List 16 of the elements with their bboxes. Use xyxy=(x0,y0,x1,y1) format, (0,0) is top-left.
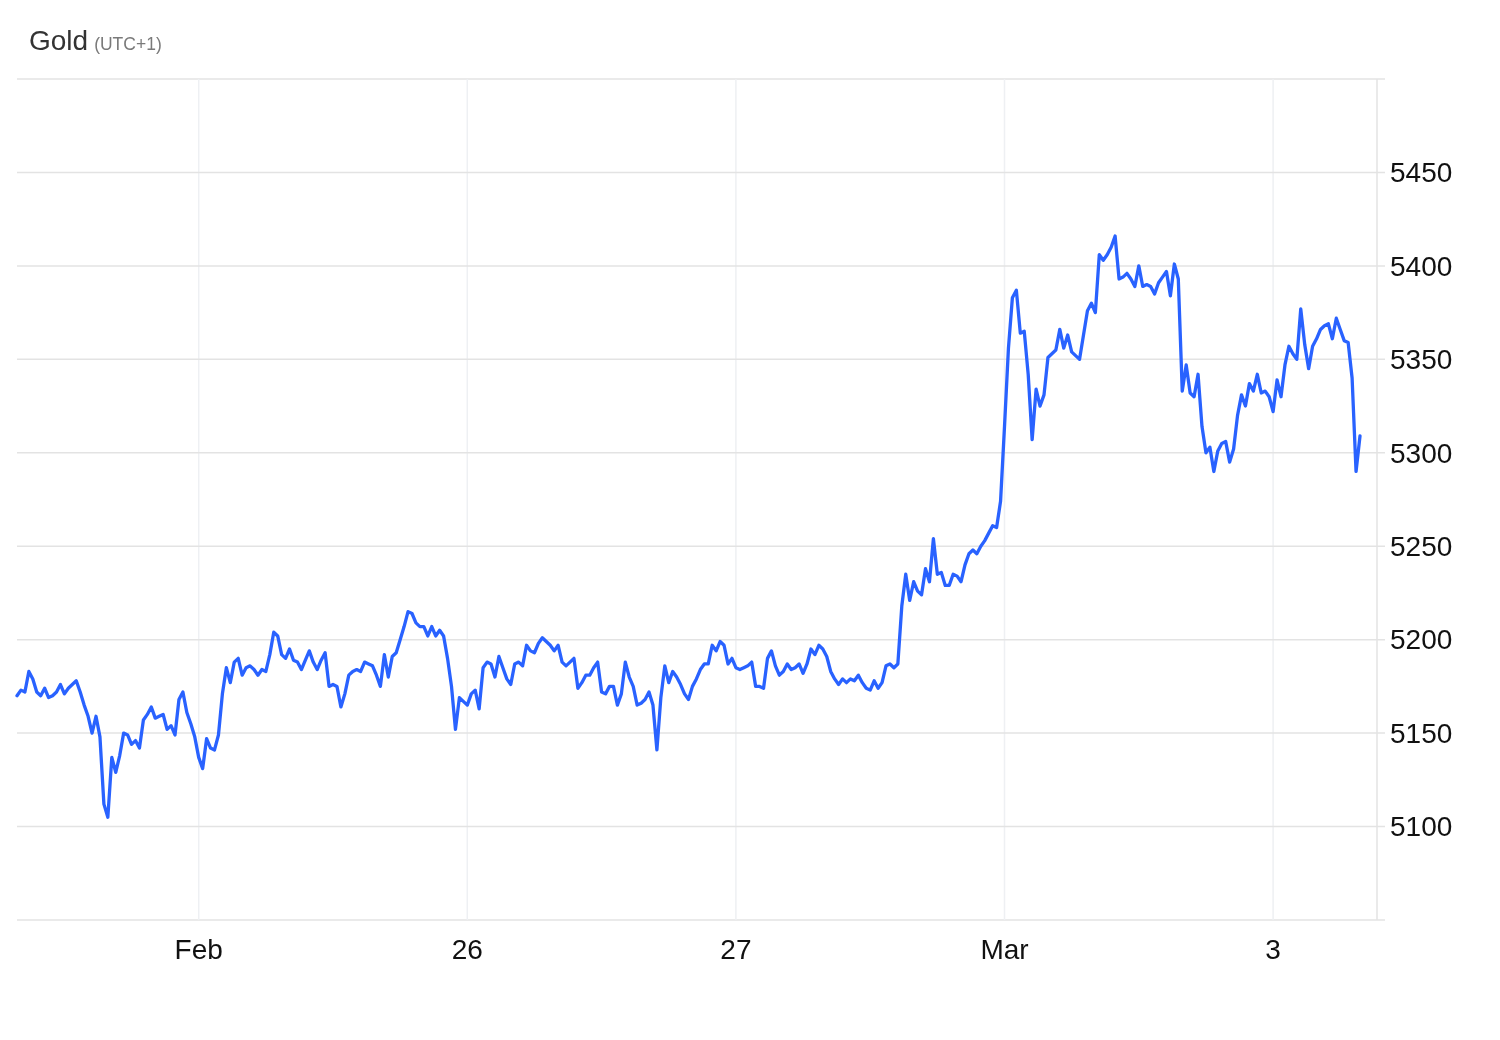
y-tick-label: 5400 xyxy=(1390,250,1453,282)
x-tick-label: 3 xyxy=(1265,934,1281,965)
chart-subtitle: (UTC+1) xyxy=(94,34,162,54)
x-tick-label: 26 xyxy=(451,934,483,965)
x-tick-label: 27 xyxy=(720,934,752,965)
y-tick-label: 5150 xyxy=(1390,717,1453,749)
x-tick-label: Feb xyxy=(174,934,223,965)
x-tick-label: Mar xyxy=(980,934,1029,965)
y-tick-label: 5300 xyxy=(1390,437,1453,469)
y-tick-label: 5250 xyxy=(1390,531,1453,563)
y-tick-label: 5200 xyxy=(1390,624,1453,656)
chart-title: Gold xyxy=(29,25,89,56)
line-series xyxy=(15,234,1362,819)
y-tick-label: 5100 xyxy=(1390,811,1453,843)
y-tick-label: 5350 xyxy=(1390,344,1453,376)
y-tick-label: 5450 xyxy=(1390,157,1453,189)
